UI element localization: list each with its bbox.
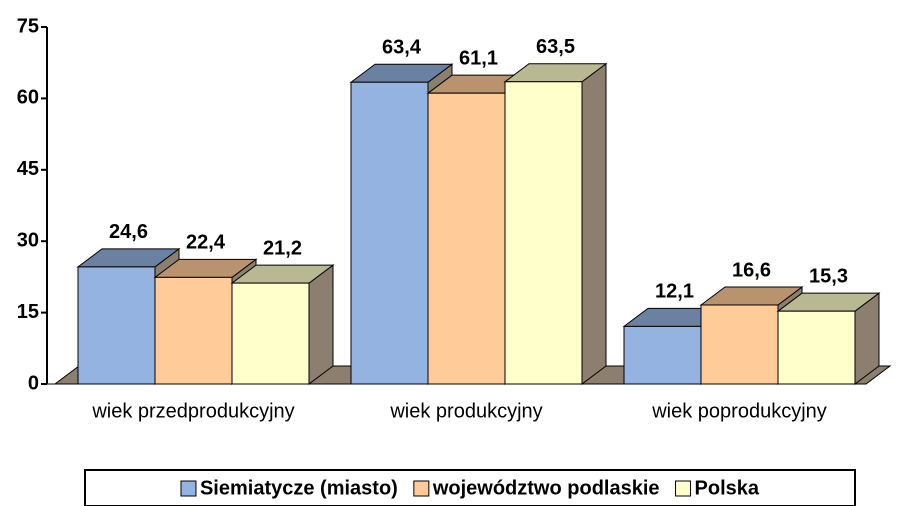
bar — [77, 266, 156, 385]
bar — [700, 304, 779, 385]
legend-label: województwo podlaskie — [432, 477, 660, 499]
legend-label: Siemiatycze (miasto) — [200, 477, 398, 499]
value-label: 12,1 — [655, 281, 694, 303]
x-tick-label: wiek produkcyjny — [389, 400, 542, 422]
y-tick-label: 60 — [17, 87, 39, 109]
bar — [231, 282, 310, 385]
y-tick-label: 45 — [17, 158, 39, 180]
bar-side — [581, 62, 607, 385]
legend-swatch — [413, 480, 430, 497]
value-label: 61,1 — [459, 47, 498, 69]
legend-box — [84, 469, 856, 506]
value-label: 16,6 — [732, 259, 771, 281]
legend-swatch — [180, 480, 197, 497]
value-label: 63,4 — [382, 36, 422, 58]
value-label: 22,4 — [186, 232, 226, 254]
value-label: 21,2 — [263, 237, 302, 259]
bar-side — [308, 264, 334, 385]
y-tick-label: 30 — [17, 229, 39, 251]
value-label: 15,3 — [809, 265, 848, 287]
bar — [154, 276, 233, 385]
y-tick-label: 75 — [17, 15, 39, 37]
bar — [777, 310, 856, 385]
legend-swatch — [675, 480, 692, 497]
x-tick-label: wiek przedprodukcyjny — [91, 400, 294, 422]
value-label: 63,5 — [536, 36, 575, 58]
y-tick-label: 15 — [17, 301, 39, 323]
value-label: 24,6 — [109, 221, 148, 243]
bar — [504, 81, 583, 385]
bar — [623, 325, 702, 385]
bar — [350, 81, 429, 385]
x-tick-label: wiek poprodukcyjny — [651, 400, 827, 422]
bar — [427, 92, 506, 385]
legend-label: Polska — [695, 477, 760, 499]
y-tick-label: 0 — [28, 372, 39, 394]
